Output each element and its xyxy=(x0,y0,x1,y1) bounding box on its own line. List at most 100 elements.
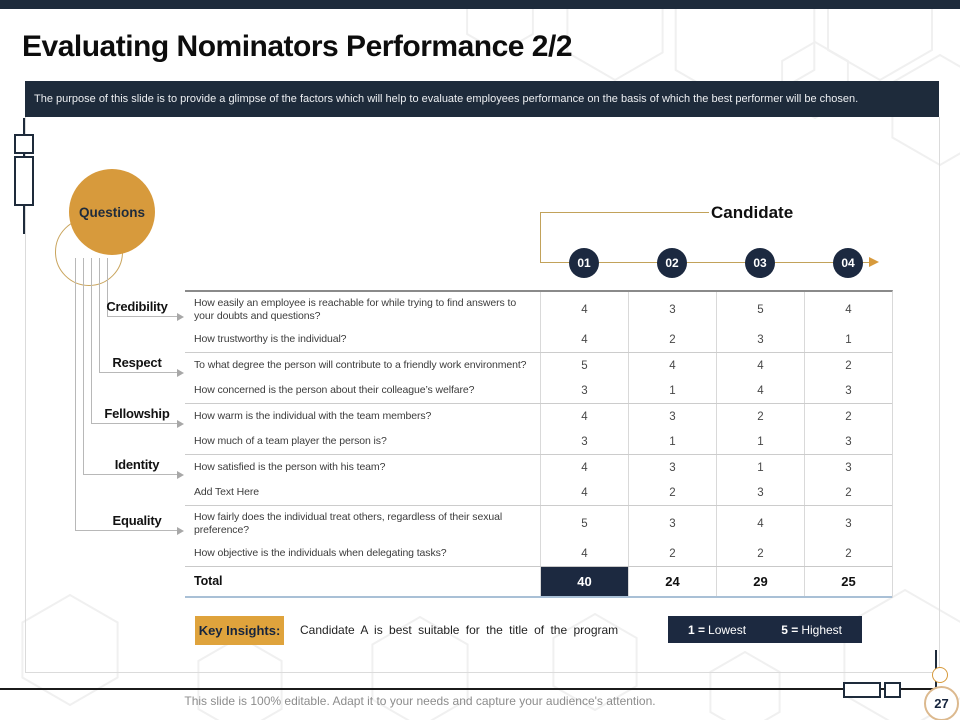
candidate-badge-01: 01 xyxy=(569,248,599,278)
content-panel xyxy=(25,117,940,673)
connector-horizontal xyxy=(91,423,177,424)
score-cell-candidate-03: 5 xyxy=(716,292,804,327)
questions-label: Questions xyxy=(78,204,145,220)
score-cell-candidate-04: 2 xyxy=(804,353,892,378)
table-row: How easily an employee is reachable for … xyxy=(185,292,892,327)
question-cell: How satisfied is the person with his tea… xyxy=(194,461,386,473)
table-group-credibility: How easily an employee is reachable for … xyxy=(185,292,892,352)
question-cell: Add Text Here xyxy=(194,486,260,498)
connector-arrow-icon xyxy=(177,419,184,428)
hexagon-shape xyxy=(827,0,933,82)
hexagon-shape xyxy=(566,0,664,82)
category-label-equality: Equality xyxy=(112,513,162,528)
connector-vertical xyxy=(91,258,92,423)
question-cell: How trustworthy is the individual? xyxy=(194,333,347,345)
score-cell-candidate-02: 2 xyxy=(628,327,716,352)
score-cell-candidate-03: 4 xyxy=(716,353,804,378)
question-cell: How much of a team player the person is? xyxy=(194,435,387,447)
score-cell-candidate-01: 4 xyxy=(540,404,628,429)
score-cell-candidate-01: 3 xyxy=(540,429,628,454)
table-row: How satisfied is the person with his tea… xyxy=(185,455,892,480)
total-label-cell: Total xyxy=(194,575,223,588)
key-insights-text: Candidate A is best suitable for the tit… xyxy=(300,623,619,637)
score-cell-candidate-04: 3 xyxy=(804,506,892,541)
top-accent-bar xyxy=(0,0,960,9)
total-cell-candidate-02: 24 xyxy=(628,567,716,596)
table-row: How warm is the individual with the team… xyxy=(185,404,892,429)
footer-divider xyxy=(0,688,936,690)
question-cell: How objective is the individuals when de… xyxy=(194,547,447,559)
table-group-equality: How fairly does the individual treat oth… xyxy=(185,505,892,566)
category-label-identity: Identity xyxy=(114,457,160,472)
slider-decor-handle xyxy=(14,156,34,206)
total-cell-candidate-03: 29 xyxy=(716,567,804,596)
score-cell-candidate-01: 4 xyxy=(540,327,628,352)
score-cell-candidate-02: 2 xyxy=(628,541,716,566)
connector-horizontal xyxy=(99,372,177,373)
question-cell: How easily an employee is reachable for … xyxy=(194,296,517,322)
score-cell-candidate-03: 2 xyxy=(716,541,804,566)
table-row: How much of a team player the person is?… xyxy=(185,429,892,454)
score-cell-candidate-01: 4 xyxy=(540,480,628,505)
table-row: How objective is the individuals when de… xyxy=(185,541,892,566)
question-cell: How concerned is the person about their … xyxy=(194,384,475,396)
score-cell-candidate-01: 4 xyxy=(540,455,628,480)
table-row: Add Text Here 4 2 3 2 xyxy=(185,480,892,505)
score-cell-candidate-04: 1 xyxy=(804,327,892,352)
score-cell-candidate-02: 1 xyxy=(628,378,716,403)
category-label-respect: Respect xyxy=(112,355,162,370)
candidate-header: Candidate xyxy=(711,203,794,222)
score-cell-candidate-04: 3 xyxy=(804,455,892,480)
connector-horizontal xyxy=(107,316,177,317)
score-cell-candidate-02: 2 xyxy=(628,480,716,505)
candidate-line-top xyxy=(540,212,709,213)
score-cell-candidate-03: 3 xyxy=(716,327,804,352)
table-row: How trustworthy is the individual? 4 2 3 1 xyxy=(185,327,892,352)
hexagon-shape xyxy=(552,612,638,712)
candidate-badge-04: 04 xyxy=(833,248,863,278)
purpose-banner: The purpose of this slide is to provide … xyxy=(25,81,939,117)
slider-decor-knob xyxy=(14,134,34,154)
score-table: How easily an employee is reachable for … xyxy=(185,290,893,598)
page-number: 27 xyxy=(934,696,949,711)
connector-arrow-icon xyxy=(177,470,184,479)
connector-vertical xyxy=(99,258,100,372)
candidate-badge-02: 02 xyxy=(657,248,687,278)
table-group-fellowship: How warm is the individual with the team… xyxy=(185,403,892,454)
score-cell-candidate-03: 1 xyxy=(716,429,804,454)
questions-circle: Questions xyxy=(69,169,155,255)
table-group-identity: How satisfied is the person with his tea… xyxy=(185,454,892,505)
connector-vertical xyxy=(83,258,84,474)
question-cell: How warm is the individual with the team… xyxy=(194,410,432,422)
score-cell-candidate-04: 3 xyxy=(804,378,892,403)
key-insights-label: Key Insights: xyxy=(198,623,281,638)
total-cell-candidate-04: 25 xyxy=(804,567,892,596)
hexagon-shape xyxy=(781,40,849,120)
decor-rectangle-large xyxy=(843,682,881,698)
total-cell-candidate-01: 40 xyxy=(540,567,628,596)
candidate-badge-03: 03 xyxy=(745,248,775,278)
connector-arrow-icon xyxy=(177,312,184,321)
connector-arrow-icon xyxy=(177,526,184,535)
connector-vertical xyxy=(107,258,108,316)
key-insights-badge: Key Insights: xyxy=(195,616,284,645)
score-cell-candidate-02: 3 xyxy=(628,292,716,327)
score-legend: 1 = Lowest 5 = Highest xyxy=(668,616,862,643)
candidate-line-bottom xyxy=(540,262,870,263)
legend-highest-label: Highest xyxy=(801,622,842,637)
score-cell-candidate-01: 4 xyxy=(540,541,628,566)
slide-title: Evaluating Nominators Performance 2/2 xyxy=(22,30,573,63)
decor-rectangle-small xyxy=(884,682,901,698)
legend-lowest-label: Lowest xyxy=(708,622,747,637)
legend-highest-value: 5 = xyxy=(781,622,799,637)
score-cell-candidate-02: 3 xyxy=(628,404,716,429)
score-cell-candidate-03: 3 xyxy=(716,480,804,505)
score-cell-candidate-04: 4 xyxy=(804,292,892,327)
footer-note: This slide is 100% editable. Adapt it to… xyxy=(184,694,656,708)
score-cell-candidate-01: 5 xyxy=(540,506,628,541)
question-cell: How fairly does the individual treat oth… xyxy=(194,510,503,536)
legend-lowest: 1 = Lowest xyxy=(688,623,746,637)
category-label-fellowship: Fellowship xyxy=(104,406,170,421)
legend-highest: 5 = Highest xyxy=(781,623,842,637)
